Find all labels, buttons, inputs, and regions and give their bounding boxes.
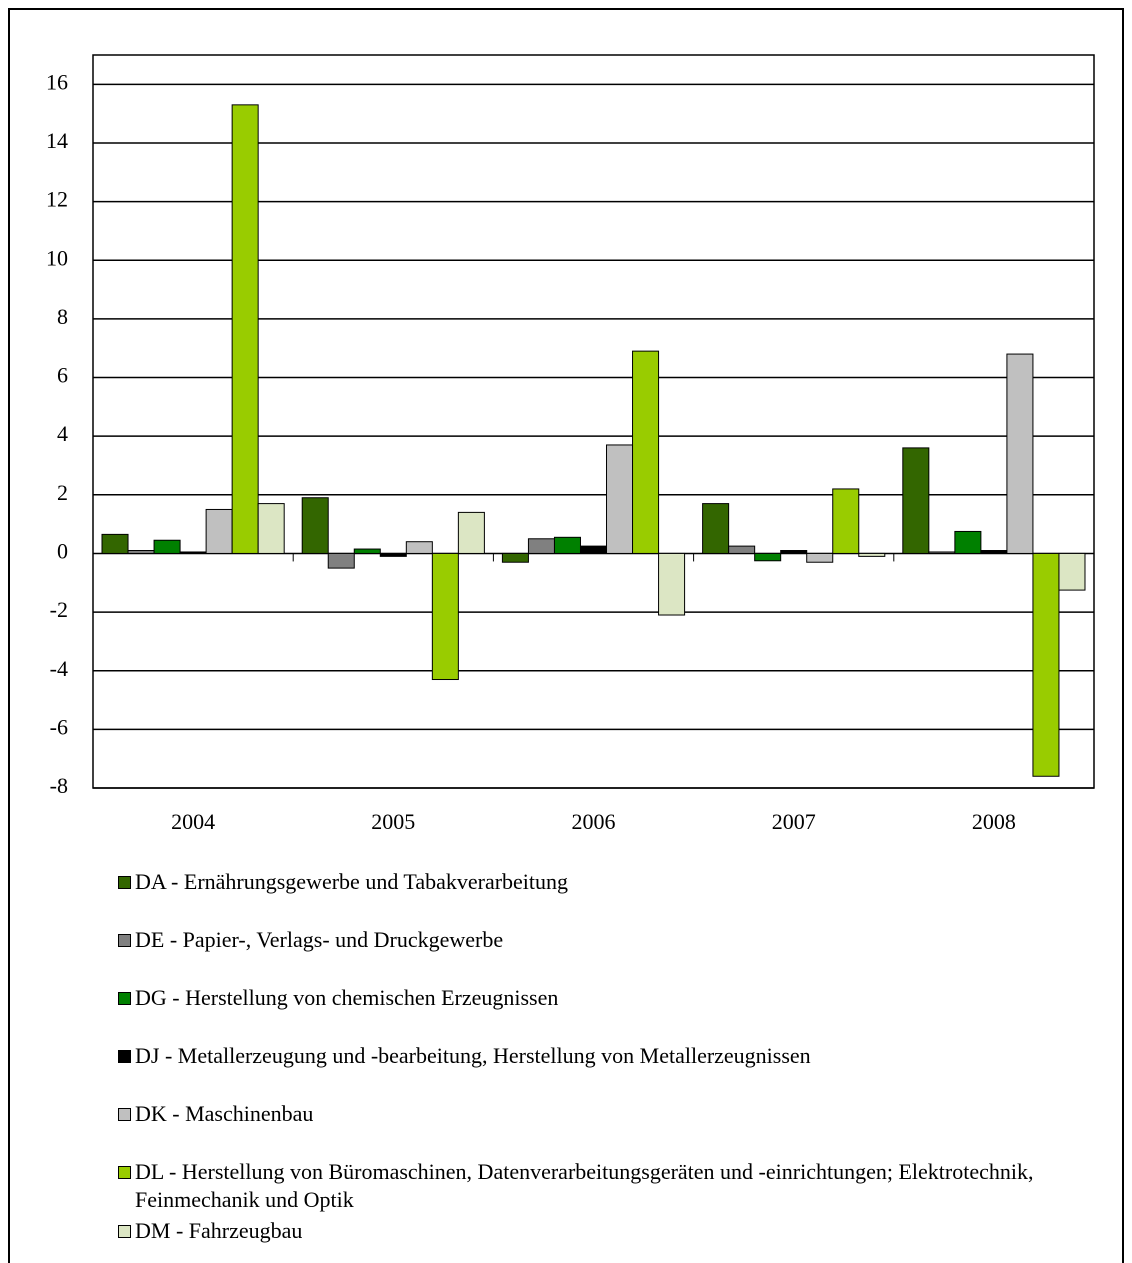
- legend-label: DE - Papier-, Verlags- und Druckgewerbe: [135, 927, 504, 952]
- y-tick-label: 2: [57, 480, 68, 505]
- bar: [301, 497, 329, 554]
- bar: [205, 508, 233, 554]
- bar: [954, 530, 982, 554]
- bar: [101, 533, 129, 554]
- bar: [579, 545, 608, 554]
- bar: [1058, 552, 1086, 591]
- legend-entry: DJ - Metallerzeugung und -bearbeitung, H…: [118, 1042, 1078, 1070]
- legend-entry: DE - Papier-, Verlags- und Druckgewerbe: [118, 926, 1078, 954]
- legend-swatch: [118, 1108, 131, 1121]
- legend-swatch: [118, 934, 131, 947]
- x-tick-label: 2005: [371, 809, 415, 834]
- bar: [379, 552, 407, 557]
- bar: [928, 551, 956, 554]
- bar: [632, 350, 660, 554]
- bar: [728, 545, 756, 554]
- y-tick-label: -8: [50, 773, 68, 798]
- legend-entry: DA - Ernährungsgewerbe und Tabakverarbei…: [118, 868, 1078, 896]
- bar: [780, 550, 808, 554]
- y-tick-label: 8: [57, 304, 68, 329]
- bar: [353, 548, 381, 554]
- bar: [457, 511, 485, 554]
- legend-label: DM - Fahrzeugbau: [135, 1218, 303, 1243]
- bar: [1006, 353, 1034, 554]
- y-tick-label: 6: [57, 363, 68, 388]
- bar: [658, 552, 686, 616]
- y-tick-label: 16: [46, 69, 68, 94]
- y-tick-label: 12: [46, 187, 68, 212]
- bar: [754, 552, 782, 562]
- legend-entry: DM - Fahrzeugbau: [118, 1217, 1078, 1245]
- legend-entry: DK - Maschinenbau: [118, 1100, 1078, 1128]
- legend-entry: DL - Herstellung von Büromaschinen, Date…: [118, 1158, 1078, 1214]
- y-tick-label: 14: [46, 128, 68, 153]
- legend-label: DG - Herstellung von chemischen Erzeugni…: [135, 985, 559, 1010]
- y-tick-label: 4: [57, 421, 68, 446]
- bar: [231, 104, 259, 554]
- bar: [980, 550, 1008, 554]
- bar: [832, 488, 860, 554]
- legend-swatch: [118, 1050, 131, 1063]
- y-tick-label: -2: [50, 597, 68, 622]
- bar: [327, 552, 355, 569]
- y-tick-label: 10: [46, 245, 68, 270]
- bar: [1032, 552, 1060, 777]
- legend-swatch: [118, 876, 131, 889]
- x-tick-label: 2007: [772, 809, 816, 834]
- legend-entry: DG - Herstellung von chemischen Erzeugni…: [118, 984, 1078, 1012]
- bar: [553, 536, 581, 554]
- frame: [8, 8, 1124, 1263]
- bar: [858, 552, 886, 557]
- bar: [527, 538, 555, 554]
- y-tick-label: -4: [50, 656, 68, 681]
- bar: [501, 552, 529, 563]
- bar: [606, 444, 634, 554]
- bar: [431, 552, 459, 681]
- legend-label: DL - Herstellung von Büromaschinen, Date…: [135, 1159, 1034, 1212]
- bar: [702, 503, 730, 554]
- y-tick-label: -6: [50, 714, 68, 739]
- legend-swatch: [118, 1225, 131, 1238]
- legend-label: DA - Ernährungsgewerbe und Tabakverarbei…: [135, 869, 569, 894]
- legend-label: DJ - Metallerzeugung und -bearbeitung, H…: [135, 1043, 811, 1068]
- bar: [127, 550, 155, 554]
- bar: [257, 503, 285, 554]
- bar: [405, 541, 433, 554]
- bar: [902, 447, 930, 554]
- x-tick-label: 2006: [572, 809, 616, 834]
- bar: [153, 539, 181, 554]
- x-tick-label: 2008: [972, 809, 1016, 834]
- bar: [806, 552, 834, 563]
- bar: [179, 551, 207, 554]
- legend-swatch: [118, 1166, 131, 1179]
- legend-swatch: [118, 992, 131, 1005]
- x-tick-label: 2004: [171, 809, 215, 834]
- y-tick-label: 0: [57, 538, 68, 563]
- legend-label: DK - Maschinenbau: [135, 1101, 314, 1126]
